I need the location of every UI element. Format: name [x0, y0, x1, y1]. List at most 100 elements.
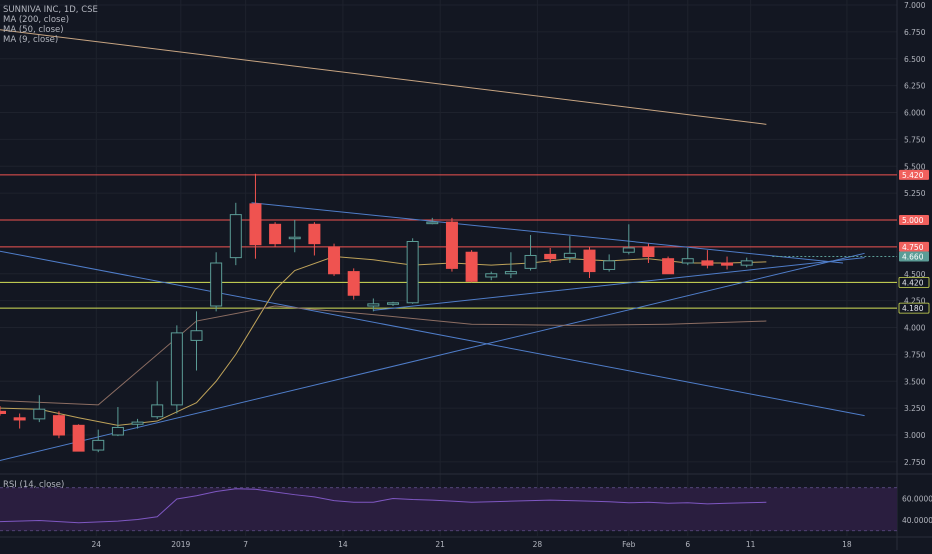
candle-body: [249, 203, 262, 246]
y-tick-label: 6.250: [904, 82, 926, 91]
rsi-band: [0, 487, 897, 531]
candle-body: [347, 271, 360, 296]
x-tick-label: 6: [685, 540, 690, 549]
candle: [72, 424, 85, 452]
candle-body: [504, 271, 517, 275]
trendline: [251, 202, 844, 264]
x-tick-label: 24: [92, 540, 102, 549]
candle-body: [622, 247, 635, 253]
price-level-label: 4.180: [902, 304, 924, 313]
candle: [681, 247, 694, 266]
price-level-badge: [898, 302, 930, 314]
trendline: [0, 250, 865, 417]
ma50-line: [0, 305, 767, 406]
x-tick-label: 7: [243, 540, 248, 549]
y-tick-label: 6.500: [904, 55, 926, 64]
candle-body: [367, 303, 380, 307]
rsi-tick-label: 40.0000: [902, 516, 932, 525]
ma50-legend[interactable]: MA (50, close): [3, 25, 64, 35]
candle: [0, 405, 6, 416]
candle-body: [72, 424, 85, 452]
rsi-line: [0, 488, 767, 524]
x-tick-label: 11: [746, 540, 756, 549]
trendline: [0, 252, 865, 461]
candle-body: [406, 241, 419, 304]
candle-body: [701, 260, 714, 266]
y-tick-label: 4.250: [904, 297, 926, 306]
candle-body: [170, 332, 183, 406]
y-tick-label: 3.000: [904, 431, 926, 440]
y-tick-label: 5.500: [904, 162, 926, 171]
candle: [445, 217, 458, 272]
x-tick-label: 21: [435, 540, 445, 549]
candle-body: [13, 417, 26, 421]
ma200-legend[interactable]: MA (200, close): [3, 15, 70, 25]
candle: [524, 235, 537, 271]
candle: [151, 381, 164, 419]
price-level-badge: [899, 169, 929, 180]
candle-body: [426, 221, 439, 225]
candle-body: [544, 253, 557, 260]
candle-body: [288, 236, 301, 240]
x-tick-label: 28: [533, 540, 543, 549]
candle-body: [111, 426, 124, 436]
symbol-title[interactable]: SUNNIVA INC, 1D, CSE: [3, 5, 98, 15]
y-tick-label: 6.750: [904, 28, 926, 37]
candle: [544, 247, 557, 263]
rsi-legend[interactable]: RSI (14, close): [3, 480, 65, 490]
x-tick-label: 18: [842, 540, 852, 549]
candle-body: [563, 252, 576, 259]
candle: [288, 220, 301, 253]
price-level-label: 5.420: [902, 171, 924, 180]
trendline: [373, 257, 865, 311]
candle-body: [603, 260, 616, 270]
candle-body: [151, 404, 164, 418]
candle: [347, 268, 360, 300]
candle: [721, 256, 734, 270]
candle: [210, 252, 223, 312]
candle: [465, 250, 478, 283]
candle: [131, 418, 144, 429]
y-tick-label: 6.000: [904, 109, 926, 118]
candle: [701, 250, 714, 269]
rsi-tick-label: 60.0000: [902, 494, 932, 503]
candle-body: [52, 415, 65, 436]
y-tick-label: 5.250: [904, 189, 926, 198]
y-tick-label: 3.500: [904, 377, 926, 386]
candle: [269, 222, 282, 247]
candle: [485, 271, 498, 281]
candle: [426, 217, 439, 225]
price-level-label: 4.420: [902, 278, 924, 287]
x-tick-label: Feb: [622, 540, 636, 549]
candle: [190, 311, 203, 371]
price-level-badge: [899, 241, 929, 252]
y-tick-label: 3.750: [904, 350, 926, 359]
ma9-legend[interactable]: MA (9, close): [3, 35, 59, 45]
y-tick-label: 7.000: [904, 1, 926, 10]
candle: [583, 246, 596, 279]
candle-body: [308, 223, 321, 245]
candle: [92, 429, 105, 453]
candle: [170, 325, 183, 414]
candle: [603, 254, 616, 272]
candle-body: [485, 273, 498, 278]
candle-body: [0, 410, 6, 415]
y-tick-label: 2.750: [904, 458, 926, 467]
candle-body: [445, 221, 458, 269]
candle-body: [662, 258, 675, 275]
x-tick-label: 14: [338, 540, 348, 549]
candle: [308, 222, 321, 256]
candle: [622, 224, 635, 255]
candle-body: [583, 249, 596, 273]
candle-body: [190, 330, 203, 341]
candle: [406, 238, 419, 304]
candle-body: [387, 302, 399, 305]
candle-body: [642, 246, 655, 258]
candle: [563, 236, 576, 263]
candle-body: [465, 251, 478, 282]
candle: [367, 298, 380, 312]
candle: [249, 173, 262, 259]
candle: [662, 256, 675, 275]
